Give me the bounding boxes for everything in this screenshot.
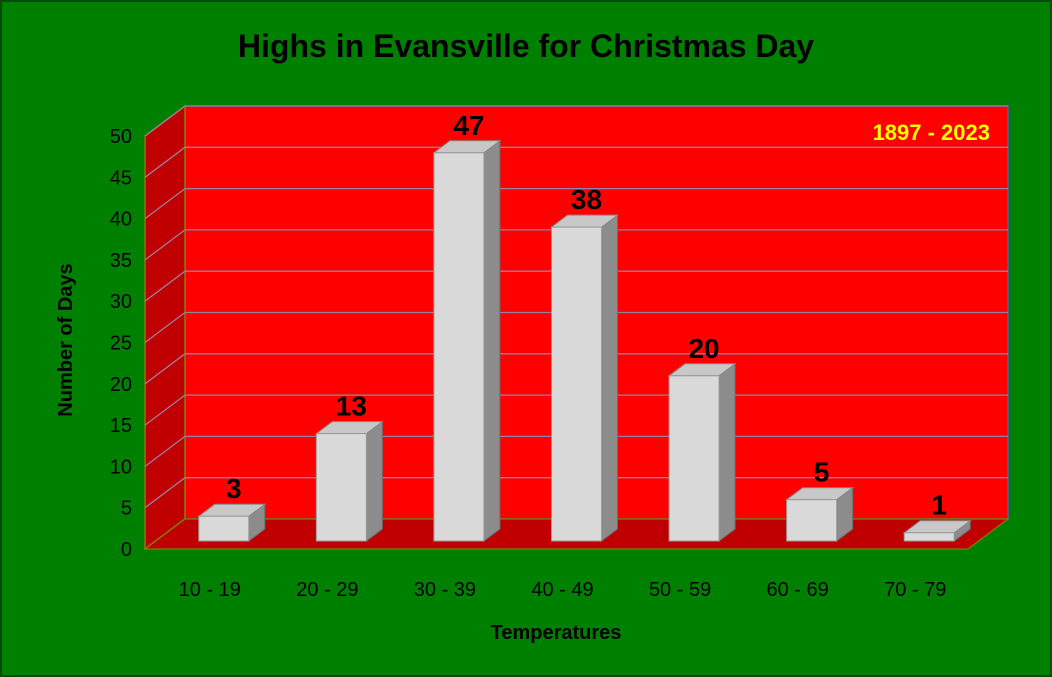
y-tick-label: 30	[110, 291, 132, 313]
gridline-side	[144, 435, 186, 467]
gridline-side	[144, 270, 186, 302]
data-label: 13	[336, 391, 367, 422]
data-label: 3	[226, 473, 242, 504]
bar-front	[551, 226, 602, 542]
bar	[314, 420, 384, 542]
bar-side	[718, 362, 736, 542]
gridline-side	[144, 394, 186, 426]
y-axis-ticks: 0 5 10 15 20 25 30 35 40 45 50	[110, 126, 132, 561]
bar-front	[198, 515, 250, 542]
x-tick-label: 30 - 39	[414, 579, 476, 601]
data-label: 5	[814, 457, 830, 488]
gridline-side	[144, 477, 186, 509]
x-tick-label: 50 - 59	[649, 579, 711, 601]
bars	[197, 139, 972, 543]
data-label: 38	[571, 184, 602, 215]
bar-side	[483, 139, 501, 542]
bar	[902, 519, 972, 542]
bar-side	[365, 420, 383, 542]
bar	[197, 503, 267, 543]
x-tick-label: 10 - 19	[179, 579, 241, 601]
bar	[667, 362, 737, 542]
y-tick-label: 15	[110, 415, 132, 437]
bar-front	[903, 532, 955, 542]
bar-side	[601, 214, 618, 542]
gridline-side	[144, 105, 186, 137]
bar-front	[668, 375, 720, 542]
bar-front	[315, 433, 367, 542]
y-tick-label: 35	[110, 250, 132, 272]
data-labels: 3 13 47 38 20 5 1	[226, 110, 947, 521]
y-tick-label: 45	[110, 167, 132, 189]
y-tick-label: 50	[110, 126, 132, 148]
y-tick-label: 10	[110, 456, 132, 478]
y-tick-label: 40	[110, 209, 132, 231]
gridline-side	[144, 229, 186, 261]
gridline-side	[144, 353, 186, 385]
chart-title: Highs in Evansville for Christmas Day	[238, 28, 814, 64]
x-axis-title: Temperatures	[491, 622, 622, 644]
x-tick-label: 70 - 79	[884, 579, 946, 601]
y-tick-label: 5	[121, 498, 132, 520]
gridline-side	[144, 146, 186, 178]
bar	[785, 486, 855, 542]
y-axis-title: Number of Days	[55, 263, 77, 416]
x-tick-label: 40 - 49	[531, 579, 593, 601]
bar-front	[433, 152, 485, 542]
x-tick-label: 60 - 69	[767, 579, 829, 601]
y-tick-label: 0	[121, 539, 132, 561]
bar	[432, 139, 502, 542]
data-label: 1	[931, 490, 947, 521]
bar	[550, 214, 619, 542]
x-axis-ticks: 10 - 19 20 - 29 30 - 39 40 - 49 50 - 59 60 - …	[179, 579, 947, 601]
y-tick-label: 20	[110, 374, 132, 396]
bar-front	[786, 499, 838, 542]
gridline-side	[144, 311, 186, 344]
y-tick-label: 25	[110, 333, 132, 355]
x-tick-label: 20 - 29	[296, 579, 358, 601]
data-label: 47	[453, 110, 484, 141]
gridline-side	[144, 188, 186, 220]
year-range-annotation: 1897 - 2023	[873, 120, 990, 145]
data-label: 20	[688, 333, 719, 364]
